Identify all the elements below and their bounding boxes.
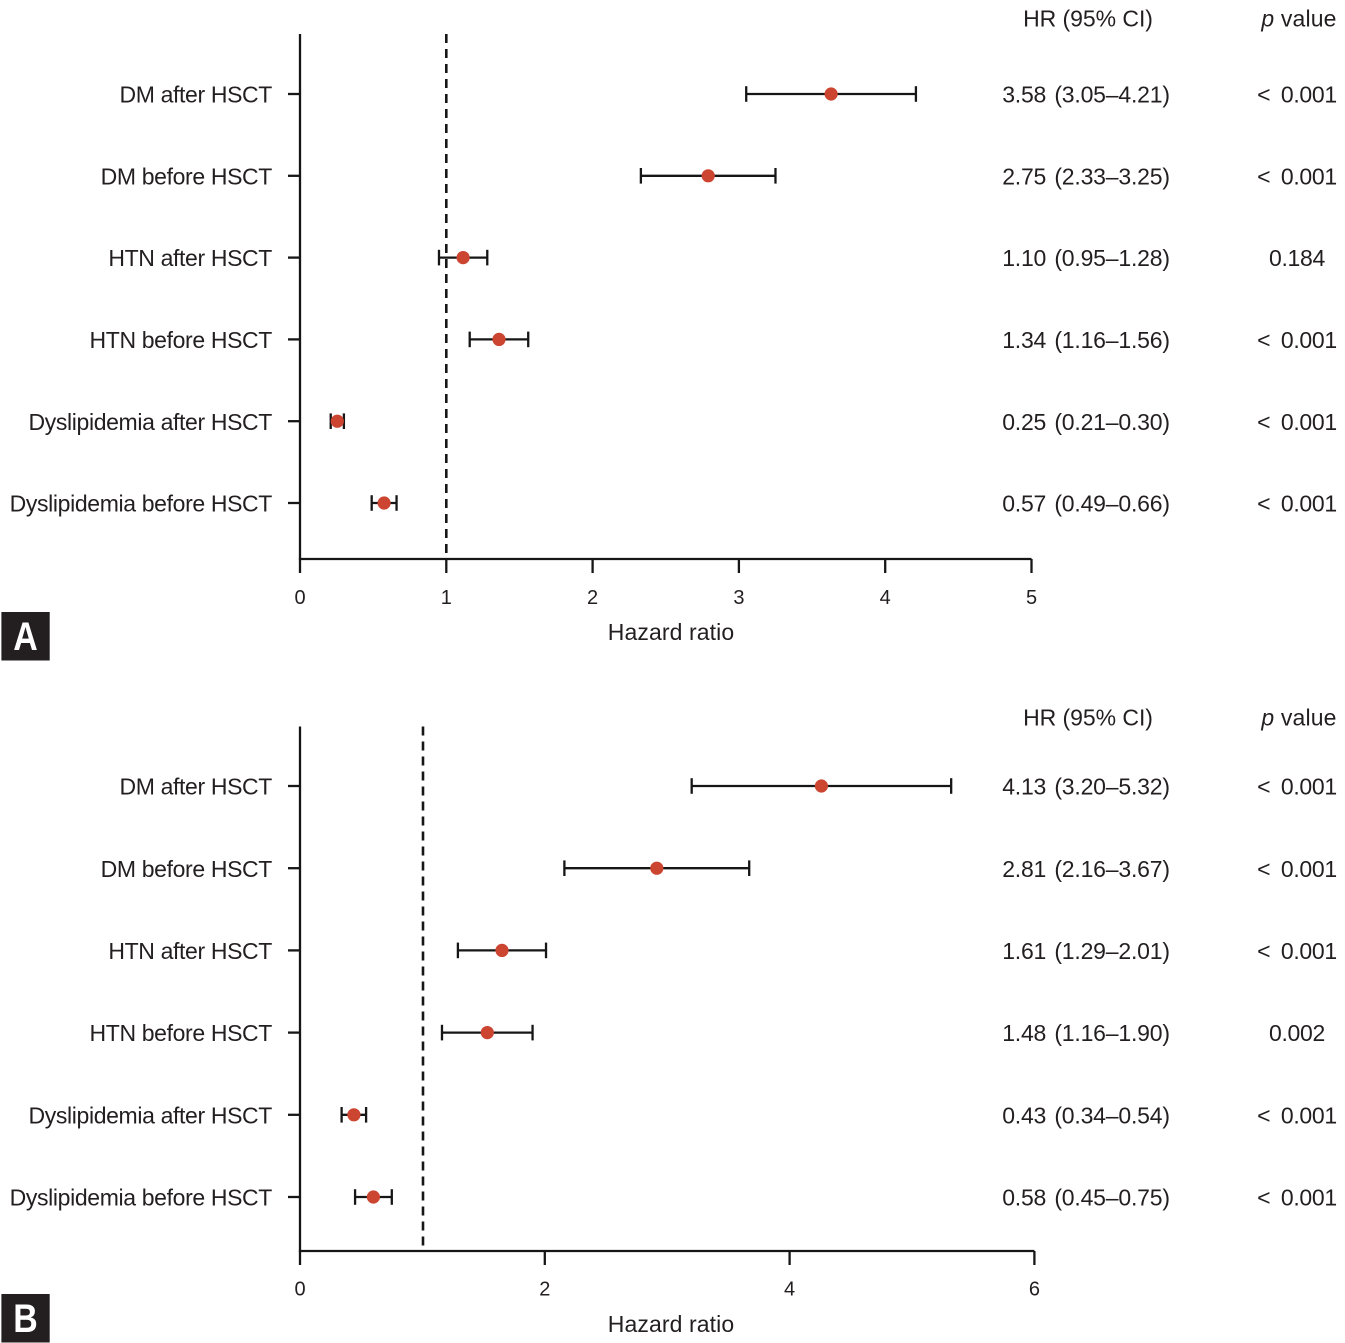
svg-text:A: A (13, 615, 38, 659)
svg-text:1: 1 (441, 587, 452, 609)
svg-text:DM before HSCT: DM before HSCT (101, 856, 273, 882)
svg-text:< 0.001: < 0.001 (1257, 1102, 1337, 1128)
svg-text:1.10 (0.95–1.28): 1.10 (0.95–1.28) (1002, 245, 1170, 271)
svg-text:p value: p value (1260, 705, 1336, 731)
svg-text:HTN after HSCT: HTN after HSCT (108, 245, 272, 271)
svg-text:HR (95% CI): HR (95% CI) (1023, 705, 1153, 731)
svg-text:2: 2 (587, 587, 598, 609)
svg-text:Hazard ratio: Hazard ratio (608, 619, 734, 645)
svg-text:Dyslipidemia before HSCT: Dyslipidemia before HSCT (10, 491, 273, 517)
svg-text:< 0.001: < 0.001 (1257, 774, 1337, 800)
svg-text:< 0.001: < 0.001 (1257, 1185, 1337, 1211)
svg-text:< 0.001: < 0.001 (1257, 163, 1337, 189)
svg-text:< 0.001: < 0.001 (1257, 491, 1337, 517)
svg-text:0.57 (0.49–0.66): 0.57 (0.49–0.66) (1002, 491, 1170, 517)
svg-text:< 0.001: < 0.001 (1257, 856, 1337, 882)
svg-text:< 0.001: < 0.001 (1257, 409, 1337, 435)
svg-text:HTN before HSCT: HTN before HSCT (90, 327, 273, 353)
svg-text:< 0.001: < 0.001 (1257, 82, 1337, 108)
svg-text:0: 0 (294, 587, 305, 609)
svg-text:Dyslipidemia after HSCT: Dyslipidemia after HSCT (28, 409, 272, 435)
svg-text:HTN after HSCT: HTN after HSCT (108, 938, 272, 964)
svg-text:2.81 (2.16–3.67): 2.81 (2.16–3.67) (1002, 856, 1170, 882)
svg-text:6: 6 (1029, 1279, 1040, 1301)
svg-text:< 0.001: < 0.001 (1257, 938, 1337, 964)
svg-text:DM after HSCT: DM after HSCT (119, 82, 272, 108)
svg-text:< 0.001: < 0.001 (1257, 327, 1337, 353)
svg-text:DM before HSCT: DM before HSCT (101, 163, 273, 189)
svg-text:4: 4 (784, 1279, 795, 1301)
svg-text:0.002: 0.002 (1269, 1020, 1325, 1046)
svg-text:1.34 (1.16–1.56): 1.34 (1.16–1.56) (1002, 327, 1170, 353)
svg-text:1.61 (1.29–2.01): 1.61 (1.29–2.01) (1002, 938, 1170, 964)
svg-text:Hazard ratio: Hazard ratio (608, 1311, 734, 1337)
svg-text:Dyslipidemia after HSCT: Dyslipidemia after HSCT (28, 1102, 272, 1128)
svg-text:0: 0 (294, 1279, 305, 1301)
svg-text:0.43 (0.34–0.54): 0.43 (0.34–0.54) (1002, 1102, 1170, 1128)
svg-text:3.58 (3.05–4.21): 3.58 (3.05–4.21) (1002, 82, 1170, 108)
svg-text:4: 4 (880, 587, 891, 609)
svg-text:p value: p value (1260, 6, 1336, 32)
svg-text:Dyslipidemia before HSCT: Dyslipidemia before HSCT (10, 1185, 273, 1211)
svg-text:2.75 (2.33–3.25): 2.75 (2.33–3.25) (1002, 163, 1170, 189)
svg-text:DM after HSCT: DM after HSCT (119, 774, 272, 800)
svg-text:3: 3 (733, 587, 744, 609)
svg-text:B: B (13, 1297, 38, 1341)
svg-text:5: 5 (1026, 587, 1037, 609)
svg-text:HR (95% CI): HR (95% CI) (1023, 6, 1153, 32)
svg-text:HTN before HSCT: HTN before HSCT (90, 1020, 273, 1046)
svg-text:2: 2 (539, 1279, 550, 1301)
svg-text:0.184: 0.184 (1269, 245, 1326, 271)
svg-text:0.58 (0.45–0.75): 0.58 (0.45–0.75) (1002, 1185, 1170, 1211)
svg-text:4.13 (3.20–5.32): 4.13 (3.20–5.32) (1002, 774, 1170, 800)
svg-text:0.25 (0.21–0.30): 0.25 (0.21–0.30) (1002, 409, 1170, 435)
svg-text:1.48 (1.16–1.90): 1.48 (1.16–1.90) (1002, 1020, 1170, 1046)
